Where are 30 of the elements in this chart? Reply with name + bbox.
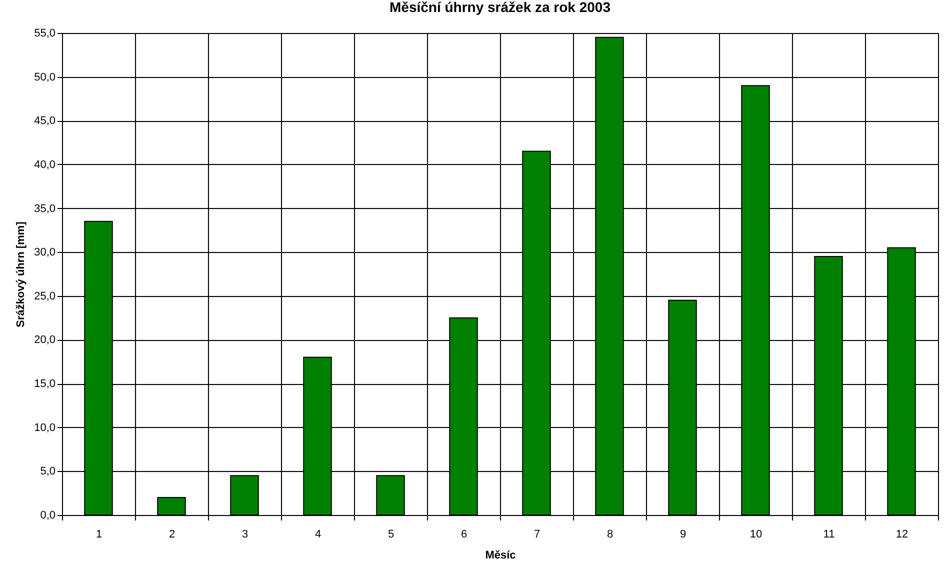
y-tick-label: 55,0	[34, 28, 56, 40]
y-tick-label: 45,0	[34, 115, 56, 128]
x-tick-label: 3	[242, 528, 248, 540]
x-tick-label: 8	[606, 528, 614, 540]
x-tick-label: 7	[534, 528, 540, 540]
x-tick-label: 5	[388, 528, 394, 540]
x-tick-label: 11	[823, 528, 835, 540]
x-tick-label: 2	[168, 528, 176, 540]
chart-title: Měsíční úhrny srážek za rok 2003	[390, 0, 611, 15]
y-tick-label: 25,0	[34, 290, 56, 302]
x-tick-label: 6	[460, 528, 468, 540]
x-tick-label: 9	[680, 528, 686, 540]
y-tick-label: 0,0	[40, 510, 56, 522]
bar	[157, 496, 186, 516]
y-axis-title: Srážkový úhrn [mm]	[15, 221, 28, 328]
x-tick-label: 10	[750, 528, 762, 540]
y-tick-label: 50,0	[34, 71, 56, 84]
x-tick-label: 1	[96, 528, 102, 540]
y-tick-label: 30,0	[34, 246, 56, 259]
x-tick-label: 4	[314, 528, 322, 540]
y-tick-label: 5,0	[40, 466, 56, 478]
x-axis-title: Měsíc	[485, 550, 516, 562]
y-tick-label: 15,0	[34, 378, 56, 390]
y-tick-label: 10,0	[34, 422, 56, 434]
y-tick-label: 35,0	[34, 202, 56, 215]
y-tick-label: 40,0	[34, 158, 56, 171]
bar	[376, 475, 405, 516]
y-tick-label: 20,0	[34, 334, 56, 346]
x-tick-label: 12	[896, 528, 908, 540]
bar	[230, 475, 259, 516]
